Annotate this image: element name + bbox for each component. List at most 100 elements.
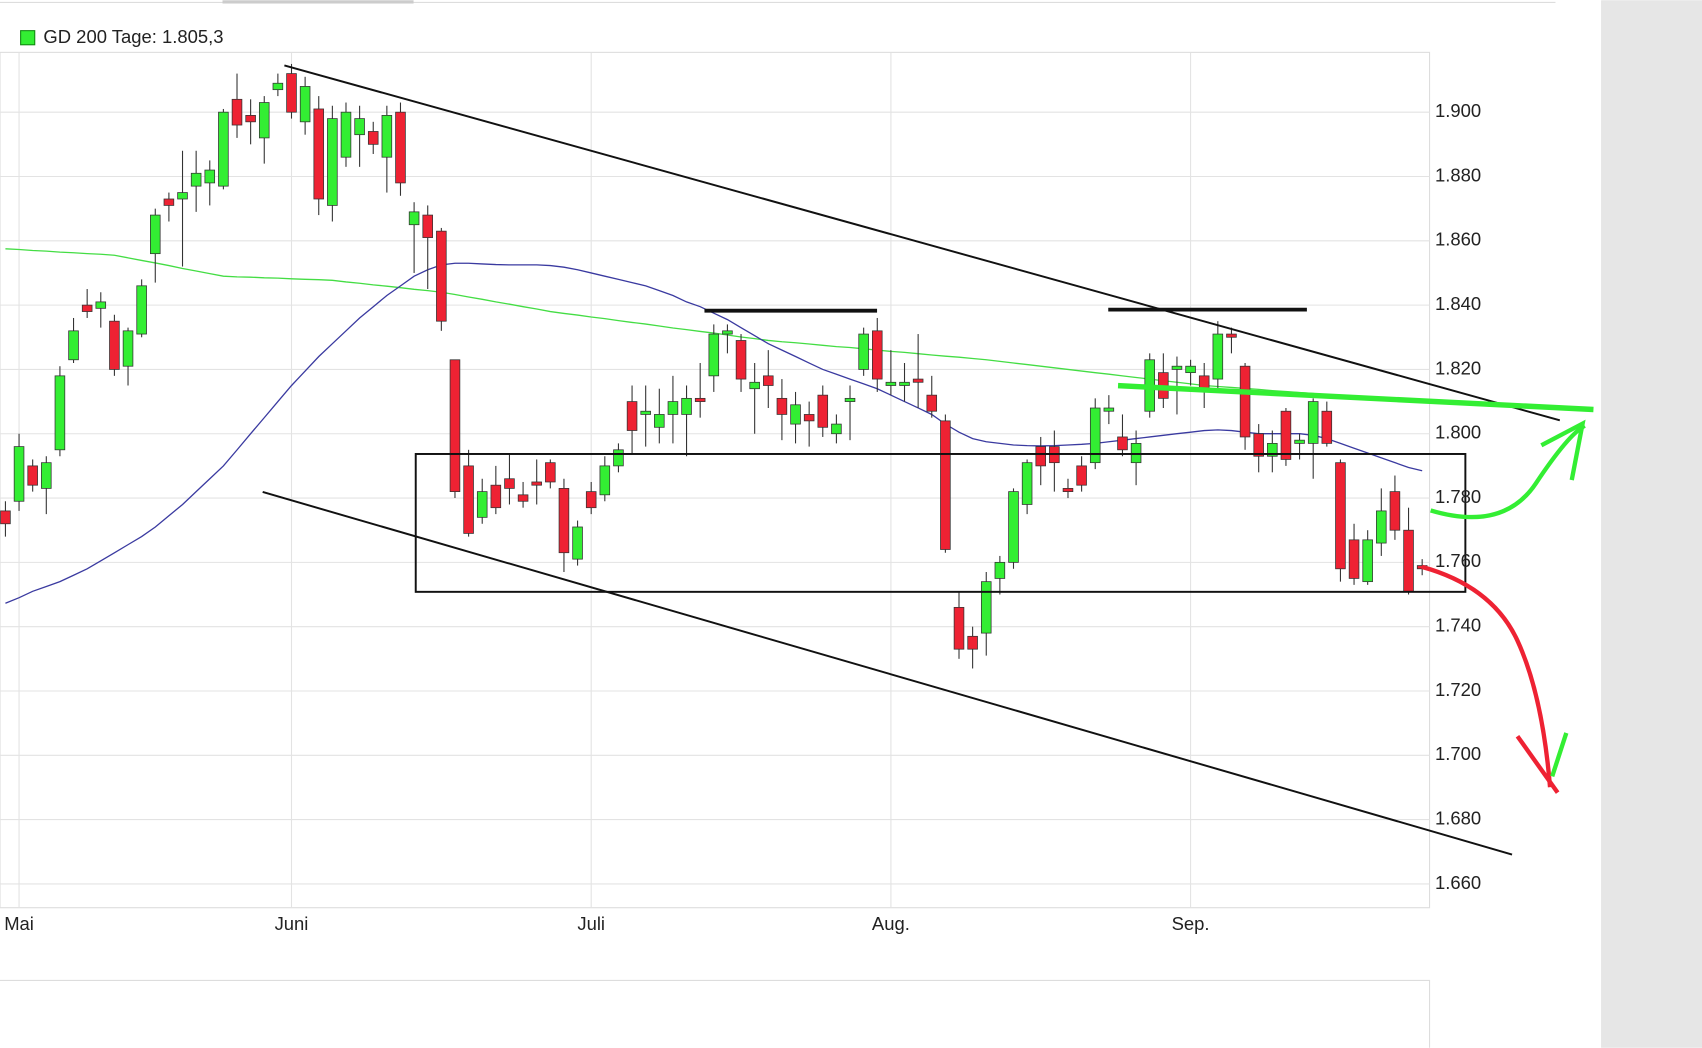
candle-body — [558, 488, 570, 554]
candle-body — [953, 606, 965, 650]
candle-body — [1035, 446, 1047, 467]
y-tick-label: 1.880 — [1435, 164, 1481, 185]
moving-average-line — [5, 262, 1423, 604]
candle-body — [95, 301, 107, 309]
candle-body — [1267, 443, 1278, 457]
candle-body — [1062, 488, 1074, 492]
candle-body — [177, 192, 188, 200]
y-tick-label: 1.840 — [1435, 293, 1481, 314]
candle-body — [681, 397, 692, 415]
candle-body — [872, 330, 883, 380]
y-tick-label: 1.740 — [1435, 615, 1481, 636]
annotations — [262, 64, 1594, 856]
candle-body — [1103, 407, 1115, 412]
candle-body — [313, 108, 325, 200]
candle-body — [1117, 436, 1128, 451]
candle-body — [272, 82, 284, 91]
candle-body — [694, 397, 706, 402]
candle-body — [654, 414, 665, 428]
candle-body — [831, 423, 842, 435]
candle-body — [258, 102, 270, 139]
candle-body — [204, 169, 216, 184]
candle-body — [640, 410, 651, 415]
candle-body — [1185, 365, 1196, 374]
candle-body — [545, 462, 556, 483]
green-trend-line — [1117, 382, 1594, 413]
axes: 1.660 1.680 1.700 1.720 1.740 1.760 1.780 1.800… — [4, 100, 1481, 934]
candle-body — [803, 414, 815, 422]
top-tab — [222, 0, 414, 4]
y-tick-label: 1.860 — [1435, 229, 1481, 250]
lower-panel-frame — [0, 979, 1431, 1048]
red-arrow-head — [1515, 734, 1560, 794]
legend-swatch — [20, 30, 36, 46]
candle-body — [395, 111, 406, 184]
candle-body — [1294, 439, 1305, 444]
candle-body — [967, 635, 978, 650]
candle-body — [776, 397, 788, 415]
x-tick-label: Mai — [4, 913, 34, 934]
grid — [0, 52, 1430, 908]
candle-body — [763, 375, 774, 386]
candle-body — [940, 420, 951, 550]
candle-body — [41, 462, 52, 489]
candle-body — [858, 333, 869, 370]
candle-body — [790, 404, 801, 425]
range-box — [414, 453, 1467, 593]
moving-averages — [5, 248, 1423, 604]
candle-body — [1226, 333, 1237, 338]
green-arrow — [1430, 423, 1586, 520]
x-tick-label: Sep. — [1172, 913, 1210, 934]
candles — [0, 63, 1428, 669]
candle-body — [476, 491, 488, 518]
candle-body — [150, 214, 161, 255]
candle-body — [190, 172, 202, 187]
y-tick-label: 1.820 — [1435, 357, 1481, 378]
candle-body — [490, 484, 502, 509]
x-tick-label: Juni — [275, 913, 309, 934]
candle-body — [54, 375, 66, 451]
candle-body — [531, 481, 542, 486]
green-arrow-head — [1540, 419, 1586, 481]
candle-body — [1076, 465, 1087, 486]
candle-body — [912, 378, 924, 383]
candle-body — [572, 526, 583, 560]
candle-body — [13, 446, 25, 502]
candle-body — [463, 465, 474, 534]
legend-label: GD 200 Tage: 1.805,3 — [43, 26, 223, 47]
candle-body — [381, 115, 393, 158]
y-tick-label: 1.800 — [1435, 422, 1481, 443]
y-tick-label: 1.900 — [1435, 100, 1481, 121]
candle-body — [81, 304, 93, 312]
candle-body — [68, 330, 79, 361]
candle-body — [449, 359, 461, 492]
candle-body — [708, 333, 720, 377]
candle-body — [245, 115, 256, 123]
trend-line-upper — [284, 64, 1561, 422]
candle-body — [626, 401, 638, 431]
x-tick-label: Aug. — [872, 913, 910, 934]
green-stroke — [1550, 732, 1569, 778]
candle-body — [1321, 410, 1333, 444]
red-arrow — [1421, 564, 1553, 788]
y-tick-label: 1.660 — [1435, 872, 1481, 893]
trend-line-lower — [262, 491, 1513, 856]
candle-body — [667, 401, 679, 415]
candle-body — [980, 581, 992, 634]
candle-body — [1089, 407, 1101, 464]
candle-body — [504, 478, 515, 489]
candle-body — [1403, 529, 1414, 592]
candle-body — [1171, 365, 1183, 370]
candle-body — [327, 118, 338, 206]
candle-body — [231, 98, 243, 126]
candle-body — [136, 285, 147, 335]
y-tick-label: 1.760 — [1435, 550, 1481, 571]
candle-body — [1307, 401, 1319, 444]
candle-body — [286, 73, 297, 113]
candle-body — [109, 320, 120, 370]
y-tick-label: 1.780 — [1435, 486, 1481, 507]
plot-frame — [0, 51, 1431, 909]
candle-body — [163, 198, 175, 206]
candle-body — [1239, 365, 1251, 438]
